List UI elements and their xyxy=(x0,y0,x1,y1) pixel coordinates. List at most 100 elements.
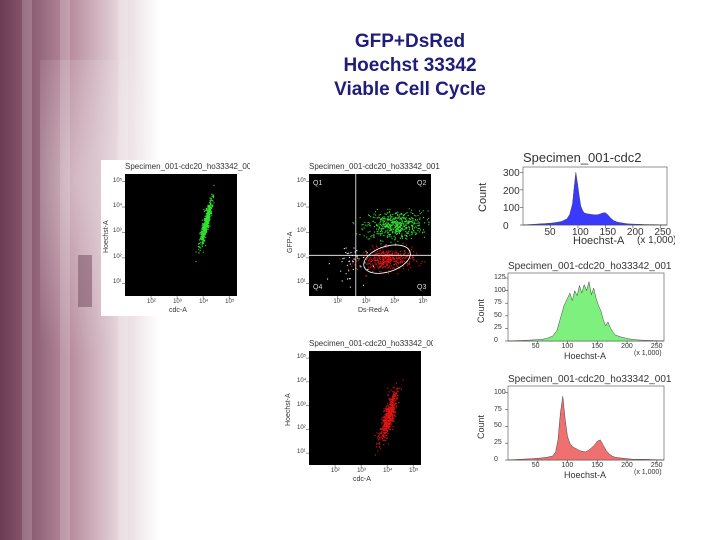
event-dot xyxy=(373,226,375,228)
event-dot xyxy=(381,218,383,220)
event-dot xyxy=(392,219,394,221)
event-dot xyxy=(390,250,392,252)
plot-canvas xyxy=(306,174,431,299)
event-dot xyxy=(363,252,365,254)
event-dot xyxy=(380,448,382,450)
event-dot xyxy=(386,262,388,264)
event-dot xyxy=(395,227,397,229)
event-dot xyxy=(393,222,395,224)
event-dot xyxy=(401,223,403,225)
event-dot xyxy=(390,389,392,391)
event-dot xyxy=(389,418,391,420)
event-dot xyxy=(408,221,410,223)
event-dot xyxy=(408,263,410,265)
slide-title: GFP+DsRed Hoechst 33342 Viable Cell Cycl… xyxy=(250,30,570,102)
event-dot xyxy=(402,226,404,228)
event-dot xyxy=(386,226,388,228)
event-dot xyxy=(383,263,385,265)
event-dot xyxy=(384,265,386,267)
x-tick-label: 150 xyxy=(599,227,617,238)
event-dot xyxy=(205,236,207,238)
event-dot xyxy=(349,260,351,262)
event-dot xyxy=(402,236,404,238)
event-dot xyxy=(383,258,385,260)
event-dot xyxy=(390,429,392,431)
y-tick-label: 10⁴ xyxy=(113,203,123,210)
event-dot xyxy=(356,257,358,259)
event-dot xyxy=(391,254,393,256)
event-dot xyxy=(408,217,410,219)
event-dot xyxy=(395,243,397,245)
event-dot xyxy=(391,404,393,406)
event-dot xyxy=(384,213,386,215)
event-dot xyxy=(378,226,380,228)
event-dot xyxy=(207,218,209,220)
event-dot xyxy=(412,219,414,221)
event-dot xyxy=(208,226,210,228)
event-dot xyxy=(390,423,392,425)
event-dot xyxy=(390,224,392,226)
event-dot xyxy=(367,224,369,226)
x-tick-label: 10³ xyxy=(361,299,371,305)
event-dot xyxy=(368,215,370,217)
event-dot xyxy=(404,234,406,236)
event-dot xyxy=(382,259,384,261)
event-dot xyxy=(374,258,376,260)
event-dot xyxy=(388,417,390,419)
event-dot xyxy=(210,198,212,200)
event-dot xyxy=(385,427,387,429)
event-dot xyxy=(204,220,206,222)
event-dot xyxy=(209,203,211,205)
event-dot xyxy=(382,219,384,221)
event-dot xyxy=(376,253,378,255)
event-dot xyxy=(383,436,385,438)
event-dot xyxy=(380,218,382,220)
event-dot xyxy=(372,220,374,222)
event-dot xyxy=(384,262,386,264)
event-dot xyxy=(209,206,211,208)
event-dot xyxy=(366,236,368,238)
event-dot xyxy=(386,426,388,428)
event-dot xyxy=(384,417,386,419)
event-dot xyxy=(353,223,355,225)
event-dot xyxy=(201,231,203,233)
gate-label: Q2 xyxy=(417,180,427,187)
event-dot xyxy=(209,197,211,199)
event-dot xyxy=(358,258,360,260)
event-dot xyxy=(374,251,376,253)
event-dot xyxy=(408,263,410,265)
event-dot xyxy=(374,261,376,263)
event-dot xyxy=(366,253,368,255)
event-dot xyxy=(376,224,378,226)
event-dot xyxy=(388,410,390,412)
event-dot xyxy=(352,268,354,270)
event-dot xyxy=(387,387,389,389)
event-dot xyxy=(424,222,426,224)
event-dot xyxy=(401,237,403,239)
event-dot xyxy=(202,225,204,227)
event-dot xyxy=(391,265,393,267)
event-dot xyxy=(399,237,401,239)
event-dot xyxy=(204,218,206,220)
event-dot xyxy=(386,425,388,427)
event-dot xyxy=(198,245,200,247)
event-dot xyxy=(403,224,405,226)
event-dot xyxy=(413,229,415,231)
event-dot xyxy=(392,394,394,396)
event-dot xyxy=(388,414,390,416)
event-dot xyxy=(397,262,399,264)
event-dot xyxy=(387,245,389,247)
event-dot xyxy=(392,397,394,399)
x-tick-label: 10⁵ xyxy=(418,299,428,305)
event-dot xyxy=(373,213,375,215)
event-dot xyxy=(393,414,395,416)
event-dot xyxy=(394,267,396,269)
event-dot xyxy=(390,260,392,262)
event-dot xyxy=(384,419,386,421)
event-dot xyxy=(387,236,389,238)
event-dot xyxy=(387,409,389,411)
event-dot xyxy=(205,220,207,222)
event-dot xyxy=(385,251,387,253)
event-dot xyxy=(202,239,204,241)
event-dot xyxy=(380,214,382,216)
